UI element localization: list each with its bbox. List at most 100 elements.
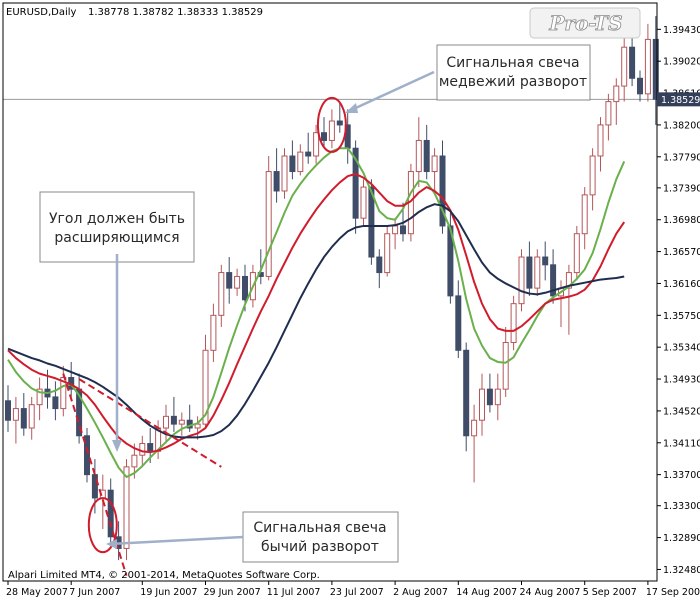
candle bbox=[5, 385, 11, 432]
x-tick-label: 2 Aug 2007 bbox=[393, 587, 448, 598]
y-tick-label: 1.39430 bbox=[663, 25, 700, 36]
y-tick-label: 1.39020 bbox=[663, 57, 700, 68]
ohlc-readout: 1.38778 1.38782 1.38333 1.38529 bbox=[88, 7, 263, 18]
candle bbox=[486, 373, 493, 413]
x-tick-label: 17 Sep 2007 bbox=[646, 587, 700, 598]
candle-body bbox=[5, 400, 11, 421]
candle bbox=[621, 31, 628, 102]
candle bbox=[652, 16, 659, 125]
candle-body bbox=[218, 272, 225, 316]
candle-body bbox=[297, 151, 304, 173]
candle bbox=[494, 373, 501, 421]
candle bbox=[471, 404, 478, 483]
candle bbox=[163, 404, 169, 444]
x-tick-label: 19 Jun 2007 bbox=[140, 587, 197, 598]
candle bbox=[455, 280, 462, 359]
signal-circle bbox=[316, 96, 347, 153]
candle bbox=[479, 373, 485, 436]
y-tick-label: 1.35750 bbox=[663, 311, 700, 322]
candle-body bbox=[36, 388, 43, 406]
y-tick-label: 1.36980 bbox=[663, 215, 700, 226]
candle-body bbox=[510, 303, 517, 344]
candle-body bbox=[313, 132, 320, 157]
candle-body bbox=[20, 408, 27, 429]
candle-body bbox=[494, 388, 501, 406]
candle bbox=[581, 187, 588, 250]
x-tick-label: 14 Aug 2007 bbox=[456, 587, 517, 598]
candle bbox=[384, 225, 391, 277]
candle-body bbox=[392, 225, 399, 235]
candle-body bbox=[447, 225, 454, 297]
candle-body bbox=[400, 225, 406, 235]
callout-arrows bbox=[106, 70, 435, 549]
angle-arrow-head bbox=[112, 440, 122, 452]
candle-body bbox=[242, 275, 248, 301]
candle bbox=[597, 117, 604, 172]
candle bbox=[52, 381, 59, 421]
candle bbox=[20, 393, 27, 436]
candle-body bbox=[163, 415, 169, 429]
candle bbox=[12, 396, 19, 444]
candle-body bbox=[336, 120, 343, 126]
candle bbox=[510, 295, 517, 351]
angle-callout: Угол должен быть расширяющимся bbox=[39, 191, 195, 263]
candle-body bbox=[613, 85, 620, 103]
candle-body bbox=[550, 264, 557, 297]
angle-callout-line1: Угол должен быть bbox=[49, 211, 185, 227]
candle-body bbox=[91, 474, 98, 499]
candle bbox=[36, 377, 43, 421]
candle bbox=[447, 210, 454, 304]
candle bbox=[573, 225, 580, 281]
candle-body bbox=[652, 38, 659, 100]
candle-body bbox=[273, 171, 280, 192]
y-tick-label: 1.32890 bbox=[663, 533, 700, 544]
y-tick-label: 1.38200 bbox=[663, 120, 700, 131]
candle-body bbox=[28, 404, 35, 429]
plot-frame bbox=[2, 2, 658, 582]
candle-body bbox=[637, 77, 643, 95]
watermark-logo: Pro-TS bbox=[529, 7, 641, 39]
bearish-callout-line1: Сигнальная свеча bbox=[446, 55, 579, 71]
candle-body bbox=[621, 46, 628, 87]
candle-body bbox=[486, 388, 493, 406]
plot-area bbox=[3, 16, 659, 576]
bullish-callout-line2: бычий разворот bbox=[261, 539, 379, 555]
candle bbox=[423, 124, 430, 180]
candle-body bbox=[605, 101, 612, 126]
candle-body bbox=[479, 388, 485, 421]
candle-body bbox=[12, 408, 19, 421]
candle-body bbox=[565, 272, 572, 289]
candle-body bbox=[131, 454, 138, 468]
y-tick-label: 1.36160 bbox=[663, 279, 700, 290]
candle-body bbox=[147, 443, 154, 452]
candle bbox=[321, 117, 327, 149]
x-tick-label: 24 Aug 2007 bbox=[520, 587, 581, 598]
candle-body bbox=[139, 443, 146, 456]
candle-body bbox=[431, 155, 438, 173]
candle-body bbox=[60, 376, 67, 410]
candle-body bbox=[210, 314, 217, 351]
candle-body bbox=[471, 419, 478, 437]
candle-body bbox=[281, 155, 288, 192]
candle-body bbox=[573, 233, 580, 274]
bullish-callout: Сигнальная свеча бычий разворот bbox=[242, 511, 399, 563]
candle bbox=[589, 148, 596, 211]
ma-mid-line bbox=[7, 172, 626, 454]
candle-body bbox=[439, 155, 446, 227]
x-tick-label: 7 Jun 2007 bbox=[69, 587, 120, 598]
bullish-callout-line1: Сигнальная свеча bbox=[253, 520, 386, 536]
candle bbox=[84, 428, 90, 483]
y-tick-label: 1.33300 bbox=[663, 501, 700, 512]
candle bbox=[415, 117, 422, 188]
candle-body bbox=[534, 256, 541, 289]
candle-body bbox=[84, 435, 90, 476]
candle-body bbox=[289, 155, 296, 173]
candle bbox=[637, 70, 643, 102]
candle-body bbox=[518, 256, 525, 305]
x-tick-label: 23 Jul 2007 bbox=[330, 587, 384, 598]
candle-body bbox=[170, 415, 177, 425]
candle bbox=[218, 264, 225, 327]
y-tick-label: 1.37790 bbox=[663, 152, 700, 163]
candle bbox=[234, 268, 241, 296]
candle-body bbox=[368, 186, 375, 258]
